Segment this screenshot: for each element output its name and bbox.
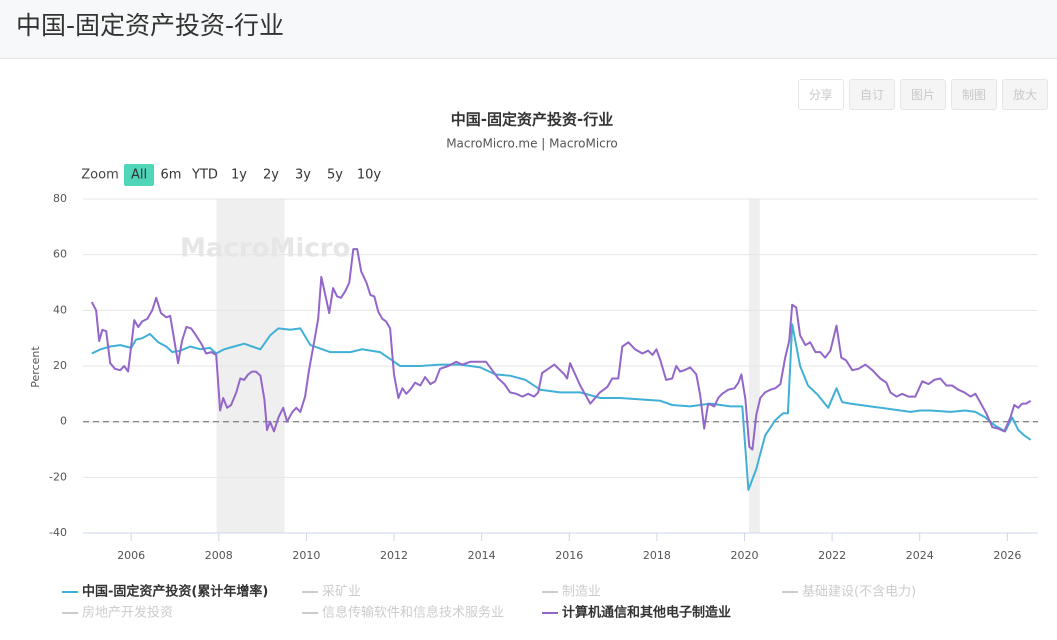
- series-line: [90, 248, 1032, 451]
- legend-item[interactable]: 房地产开发投资: [62, 605, 173, 621]
- zoom-button[interactable]: 3y: [295, 168, 311, 183]
- legend-item[interactable]: 中国-固定资产投资(累计年增率): [62, 584, 268, 600]
- zoom-button-label: 1y: [231, 168, 247, 183]
- toolbar-button[interactable]: 图片: [899, 79, 946, 110]
- legend-item[interactable]: 计算机通信和其他电子制造业: [542, 605, 731, 621]
- legend-label: 制造业: [562, 585, 601, 600]
- legend-label: 计算机通信和其他电子制造业: [562, 605, 731, 621]
- x-tick-label: 2020: [730, 549, 758, 562]
- page-title: 中国-固定资产投资-行业: [16, 11, 285, 40]
- zoom-button-label: 2y: [263, 168, 279, 183]
- zoom-button-label: 6m: [161, 168, 182, 183]
- chart-title: 中国-固定资产投资-行业: [451, 111, 613, 129]
- x-tick-label: 2016: [555, 549, 583, 562]
- y-tick-label: 0: [60, 415, 67, 428]
- zoom-button[interactable]: All: [124, 164, 154, 186]
- zoom-button-label: 5y: [327, 168, 343, 183]
- legend-label: 房地产开发投资: [82, 605, 173, 621]
- chart-subtitle: MacroMicro.me | MacroMicro: [446, 137, 618, 151]
- x-tick-label: 2006: [117, 549, 145, 562]
- legend-item[interactable]: 信息传输软件和信息技术服务业: [302, 605, 504, 621]
- x-tick-label: 2018: [643, 549, 671, 562]
- toolbar-button[interactable]: 放大: [1001, 79, 1048, 110]
- x-tick-label: 2026: [993, 549, 1021, 562]
- zoom-button[interactable]: 1y: [231, 168, 247, 183]
- toolbar-button[interactable]: 分享: [797, 79, 844, 110]
- zoom-button-bg: [124, 164, 154, 186]
- zoom-button-label: All: [131, 168, 147, 183]
- zoom-button-label: YTD: [191, 168, 218, 183]
- x-tick-label: 2010: [292, 549, 320, 562]
- zoom-button-label: 10y: [357, 168, 382, 183]
- x-tick-label: 2014: [468, 549, 496, 562]
- toolbar: 分享 自订 图片 制图 放大: [797, 79, 1048, 110]
- y-tick-label: -20: [49, 470, 67, 483]
- zoom-label: Zoom: [81, 168, 118, 183]
- y-axis-label: Percent: [29, 346, 42, 388]
- header: 中国-固定资产投资-行业: [0, 0, 1057, 59]
- legend-item[interactable]: 制造业: [542, 585, 601, 600]
- zoom-button[interactable]: 10y: [357, 168, 382, 183]
- zoom-button-label: 3y: [295, 168, 311, 183]
- zoom-button[interactable]: YTD: [191, 168, 218, 183]
- legend-item[interactable]: 基础建设(不含电力): [782, 584, 916, 600]
- legend-label: 采矿业: [322, 585, 361, 600]
- toolbar-button[interactable]: 制图: [950, 79, 997, 110]
- y-tick-label: 20: [53, 359, 67, 372]
- legend-item[interactable]: 采矿业: [302, 585, 361, 600]
- watermark: MacroMicro: [180, 234, 350, 264]
- y-tick-label: -40: [49, 526, 67, 539]
- y-tick-label: 40: [53, 303, 67, 316]
- toolbar-button[interactable]: 自订: [848, 79, 895, 110]
- x-tick-label: 2024: [906, 549, 934, 562]
- y-tick-label: 80: [53, 192, 67, 205]
- zoom-button[interactable]: 5y: [327, 168, 343, 183]
- zoom-button[interactable]: 2y: [263, 168, 279, 183]
- x-tick-label: 2022: [818, 549, 846, 562]
- zoom-button[interactable]: 6m: [161, 168, 182, 183]
- series-line: [91, 323, 1032, 491]
- y-tick-label: 60: [53, 248, 67, 261]
- x-tick-label: 2012: [380, 549, 408, 562]
- x-tick-label: 2008: [205, 549, 233, 562]
- legend-label: 信息传输软件和信息技术服务业: [322, 605, 504, 621]
- legend-label: 中国-固定资产投资(累计年增率): [82, 584, 268, 600]
- legend-label: 基础建设(不含电力): [802, 584, 916, 600]
